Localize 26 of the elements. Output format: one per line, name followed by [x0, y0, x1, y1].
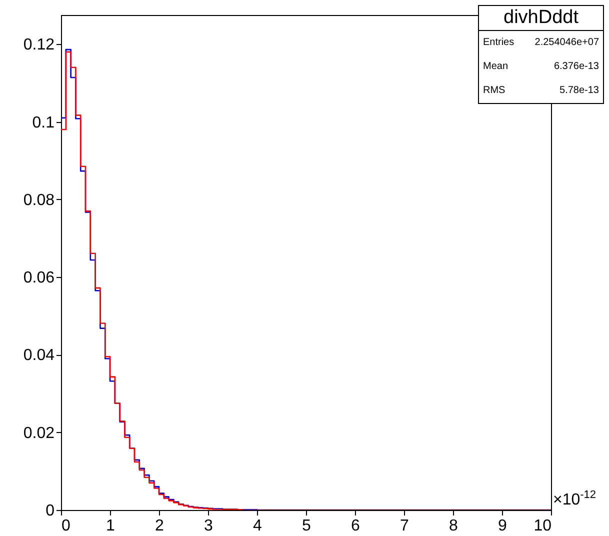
x-tick-label: 0 [62, 518, 70, 534]
x-tick-label: 6 [351, 518, 360, 534]
y-tick-label: 0.1 [32, 114, 55, 132]
x-tick-label: 1 [106, 518, 116, 534]
y-tick-label: 0.08 [23, 192, 55, 209]
x-tick-label: 8 [449, 518, 458, 534]
y-tick-label: 0 [46, 502, 55, 520]
annotation: 2.254046e+07 [534, 36, 599, 50]
y-tick-label: 0.12 [23, 36, 55, 54]
x-tick-label: 3 [204, 518, 214, 534]
chart-title: divhDddt [479, 6, 603, 31]
text: ×10$^{-12}$ [553, 489, 596, 510]
x-tick-label: 4 [253, 518, 262, 534]
x-tick-label: 7 [400, 518, 410, 534]
x-tick-label: 5 [302, 518, 312, 534]
x-tick-label: 9 [498, 518, 508, 534]
text: 6.376e-13 [554, 60, 599, 74]
text: 5.78e-13 [560, 84, 599, 98]
y-tick-label: 0.02 [23, 424, 55, 442]
annotation: Entries [483, 36, 514, 50]
annotation: Mean [483, 60, 508, 74]
x-tick-label: 2 [155, 518, 164, 534]
y-tick-label: 0.04 [23, 347, 55, 364]
x-tick-label: 10 [534, 518, 552, 534]
annotation: RMS [483, 84, 506, 98]
y-tick-label: 0.06 [23, 270, 55, 287]
